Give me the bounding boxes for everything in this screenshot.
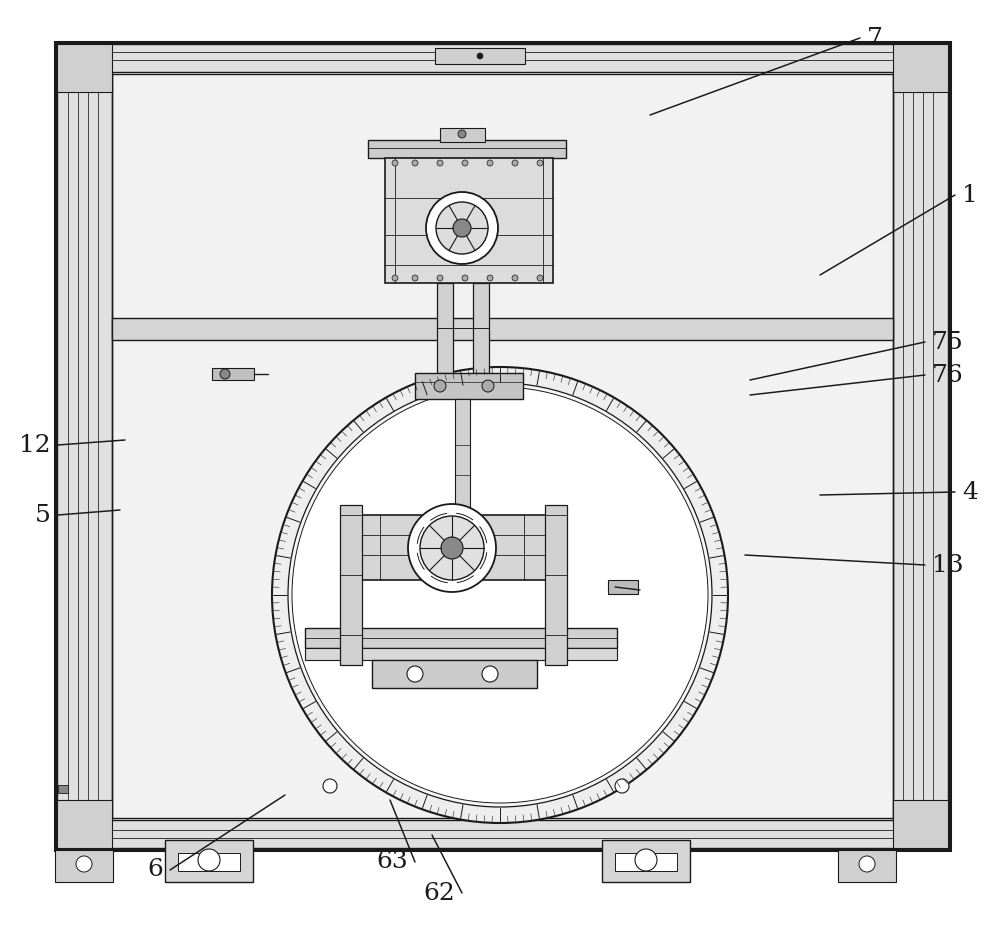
Text: 7: 7	[867, 27, 883, 49]
Circle shape	[392, 275, 398, 281]
Bar	[112, 74, 893, 818]
Text: 4: 4	[962, 480, 978, 503]
Circle shape	[220, 369, 230, 379]
Circle shape	[487, 160, 493, 166]
Circle shape	[412, 160, 418, 166]
Bar	[368, 140, 566, 158]
Text: 1: 1	[962, 184, 978, 207]
Circle shape	[434, 380, 446, 392]
Circle shape	[288, 383, 712, 807]
Circle shape	[453, 219, 471, 237]
Bar	[838, 850, 896, 882]
Bar	[372, 660, 537, 688]
Text: 63: 63	[376, 850, 408, 873]
Bar	[305, 648, 617, 660]
Bar	[545, 505, 567, 665]
Circle shape	[477, 53, 483, 59]
Text: 13: 13	[932, 553, 964, 577]
Text: 76: 76	[932, 363, 964, 387]
Bar	[340, 505, 362, 665]
Bar	[385, 158, 553, 283]
Bar	[57, 44, 948, 72]
Bar	[602, 840, 690, 882]
Circle shape	[487, 275, 493, 281]
Circle shape	[412, 275, 418, 281]
Bar	[57, 800, 112, 848]
Bar	[57, 72, 112, 820]
Circle shape	[292, 387, 708, 803]
Circle shape	[537, 160, 543, 166]
Circle shape	[482, 380, 494, 392]
Text: 75: 75	[932, 331, 964, 353]
Bar	[305, 628, 617, 648]
Bar	[112, 318, 893, 340]
Circle shape	[436, 202, 488, 254]
Bar	[55, 850, 113, 882]
Circle shape	[198, 849, 220, 871]
Bar	[608, 580, 638, 594]
Bar	[57, 44, 112, 92]
Circle shape	[272, 367, 728, 823]
Circle shape	[537, 275, 543, 281]
Circle shape	[426, 192, 498, 264]
Bar	[58, 785, 68, 793]
Text: 6: 6	[147, 858, 163, 882]
Bar	[615, 853, 677, 871]
Bar	[893, 72, 948, 820]
Bar	[178, 853, 240, 871]
Bar	[415, 373, 523, 399]
Bar	[358, 515, 546, 580]
Bar	[473, 283, 489, 373]
Bar	[165, 840, 253, 882]
Bar	[57, 820, 948, 848]
Bar	[55, 42, 950, 850]
Circle shape	[635, 849, 657, 871]
Text: 62: 62	[423, 882, 455, 905]
Bar	[435, 48, 525, 64]
Circle shape	[441, 537, 463, 559]
Bar	[893, 44, 948, 92]
Circle shape	[462, 160, 468, 166]
Circle shape	[323, 779, 337, 793]
Circle shape	[420, 516, 484, 580]
Text: 12: 12	[19, 434, 51, 456]
Bar	[212, 368, 254, 380]
Bar	[112, 74, 893, 818]
Circle shape	[76, 856, 92, 872]
Bar	[893, 800, 948, 848]
Circle shape	[437, 275, 443, 281]
Circle shape	[437, 160, 443, 166]
Bar	[455, 399, 470, 516]
Circle shape	[462, 275, 468, 281]
Bar	[437, 283, 453, 373]
Circle shape	[458, 130, 466, 138]
Circle shape	[408, 504, 496, 592]
Circle shape	[615, 779, 629, 793]
Circle shape	[859, 856, 875, 872]
Bar	[440, 128, 485, 142]
Circle shape	[482, 666, 498, 682]
Text: 5: 5	[35, 503, 51, 527]
Circle shape	[512, 160, 518, 166]
Circle shape	[392, 160, 398, 166]
Circle shape	[407, 666, 423, 682]
Circle shape	[512, 275, 518, 281]
